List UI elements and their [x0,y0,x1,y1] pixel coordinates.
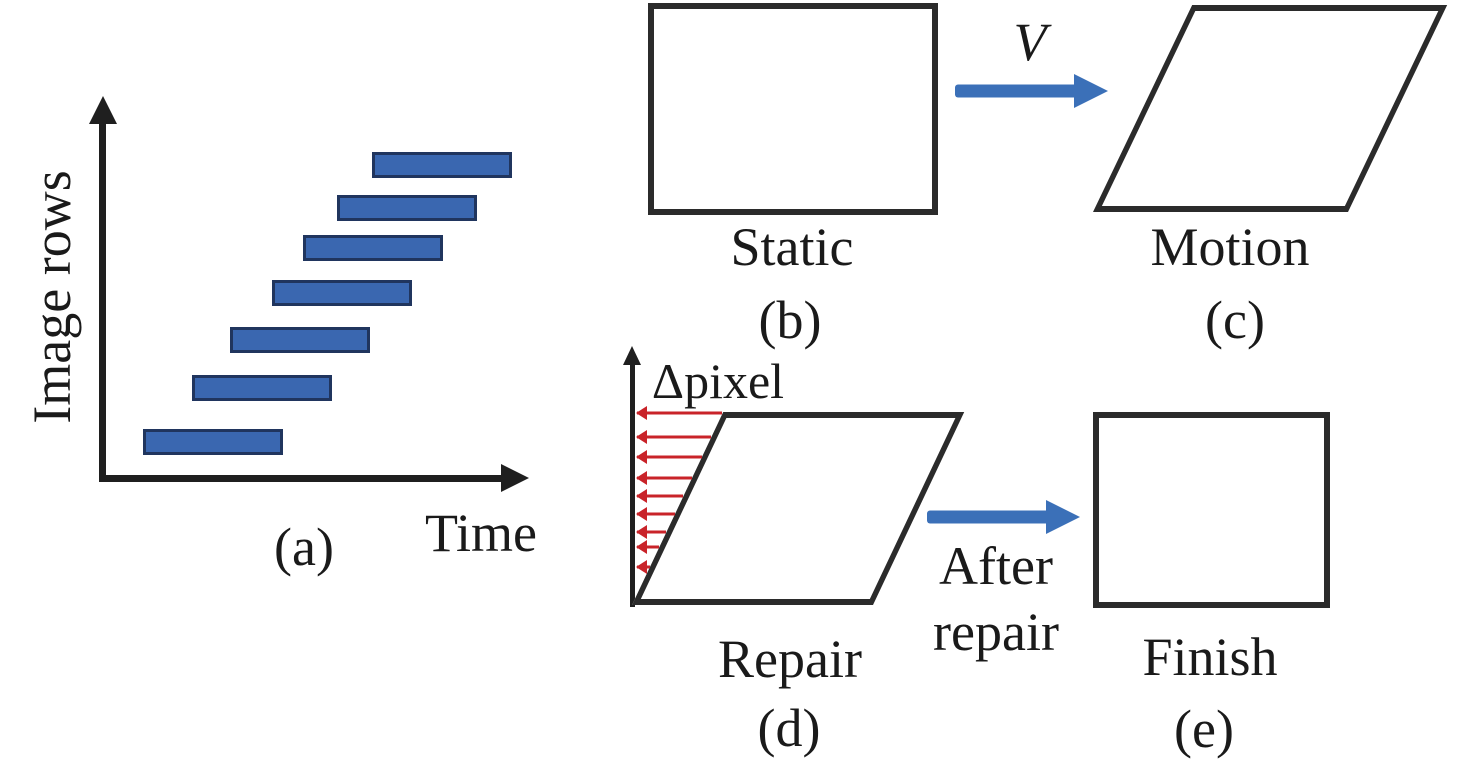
panel-a-x-axis [102,475,503,482]
readout-bar [272,280,412,306]
correction-arrow-icon [636,539,659,555]
correction-arrow-icon [636,488,683,504]
correction-arrow-icon [636,559,650,575]
panel-e-label: Finish [1142,627,1278,687]
panel-d-label: Repair [718,629,862,689]
readout-bar [372,152,512,178]
readout-bar [303,235,443,261]
panel-a-caption: (a) [274,517,334,577]
panel-a-x-axis-label: Time [424,503,538,563]
panel-b-label: Static [730,217,854,277]
correction-arrow-icon [636,449,702,465]
panel-c-caption: (c) [1205,290,1265,350]
correction-arrow-icon [636,524,666,540]
static-rectangle [648,3,938,215]
correction-arrow-icon [636,405,722,421]
velocity-arrow-icon [955,74,1108,108]
readout-bar [337,195,477,221]
delta-pixel-label: Δpixel [652,356,784,406]
after-repair-label-line2: repair [933,602,1059,662]
readout-bar [192,375,332,401]
panel-a-y-axis-arrowhead-icon [89,96,117,124]
panel-c-label: Motion [1150,217,1310,277]
panel-d-caption: (d) [757,698,821,758]
panel-e-caption: (e) [1174,699,1234,759]
panel-a-x-axis-arrowhead-icon [501,464,529,492]
panel-b-caption: (b) [758,290,822,350]
panel-a-y-axis-label: Image rows [22,170,82,424]
after-repair-label-line1: After [939,536,1053,596]
correction-arrow-icon [636,429,711,445]
motion-parallelogram [1093,5,1448,212]
panel-d-y-axis [630,358,635,607]
correction-arrow-icon [636,506,675,522]
correction-arrow-icon [636,470,692,486]
velocity-label: V [1013,12,1047,72]
readout-bar [230,327,370,353]
panel-a-y-axis [99,108,106,482]
readout-bar [143,429,283,455]
panel-d-y-axis-arrowhead-icon [623,346,641,365]
pixel-word: pixel [684,353,785,409]
delta-glyph: Δ [651,353,685,409]
after-repair-arrow-icon [927,500,1080,534]
finish-rectangle [1093,412,1330,608]
